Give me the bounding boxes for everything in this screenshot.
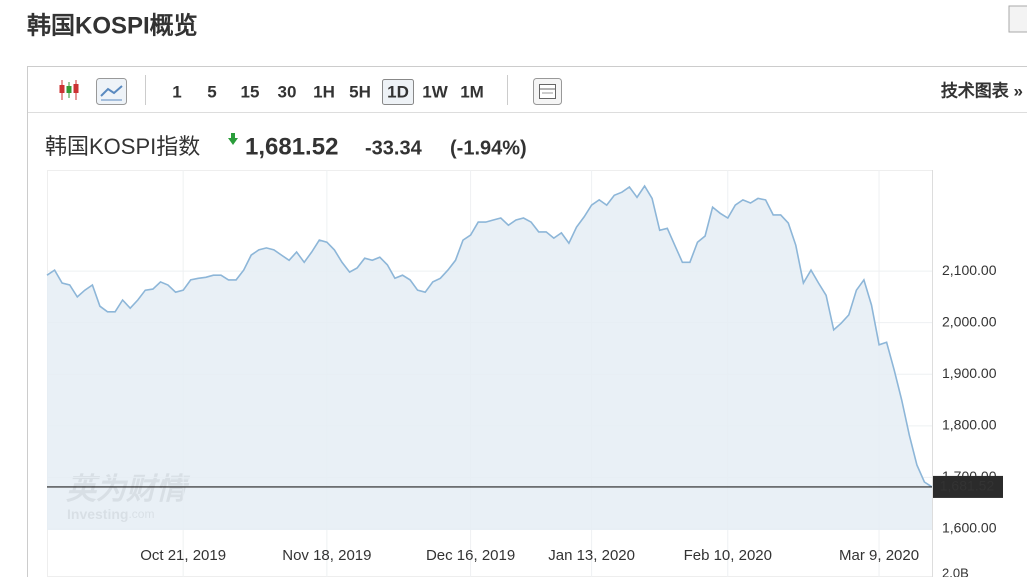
settings-icon[interactable] — [533, 78, 562, 105]
y-tick-label: 1,900.00 — [942, 365, 997, 381]
quote-change: -33.34 — [365, 137, 423, 159]
quote-name: 韩国KOSPI指数 — [45, 134, 200, 159]
interval-button[interactable]: 1D — [387, 82, 409, 101]
top-icon[interactable] — [1008, 5, 1027, 33]
page-title: 韩国KOSPI概览 — [27, 11, 198, 39]
panel — [27, 66, 1027, 577]
interval-button[interactable]: 5 — [207, 82, 216, 101]
candle-icon[interactable] — [59, 80, 79, 100]
interval-button[interactable]: 1W — [422, 82, 448, 101]
volume-label: 2.0B — [942, 565, 969, 577]
down-arrow — [228, 133, 238, 145]
quote-change-percent: (-1.94%) — [450, 137, 527, 159]
area-fill — [47, 186, 932, 530]
interval-button[interactable]: 5H — [349, 82, 371, 101]
y-tick-label: 1,600.00 — [942, 520, 997, 536]
line-icon[interactable] — [96, 78, 127, 105]
interval-button[interactable]: 15 — [241, 82, 260, 101]
y-tick-label: 1,800.00 — [942, 417, 997, 433]
active-interval-box — [382, 79, 414, 105]
interval-button[interactable]: 30 — [278, 82, 297, 101]
technical-chart-link[interactable]: 技术图表 » — [941, 80, 1023, 100]
x-tick-label: Dec 16, 2019 — [426, 547, 515, 564]
current-price-label: 1,681.52 — [940, 478, 995, 494]
x-tick-label: Mar 9, 2020 — [839, 547, 919, 564]
quote-price: 1,681.52 — [245, 133, 338, 160]
current-price-box — [932, 475, 1003, 498]
price-line — [46, 184, 933, 488]
x-tick-label: Feb 10, 2020 — [684, 547, 772, 564]
x-tick-label: Jan 13, 2020 — [548, 547, 635, 564]
x-tick-label: Oct 21, 2019 — [140, 547, 226, 564]
interval-button[interactable]: 1M — [460, 82, 484, 101]
interval-button[interactable]: 1H — [313, 82, 335, 101]
y-tick-label: 2,100.00 — [942, 262, 997, 278]
y-tick-label: 2,000.00 — [942, 313, 997, 329]
x-tick-label: Nov 18, 2019 — [282, 547, 371, 564]
interval-button[interactable]: 1 — [172, 82, 181, 101]
